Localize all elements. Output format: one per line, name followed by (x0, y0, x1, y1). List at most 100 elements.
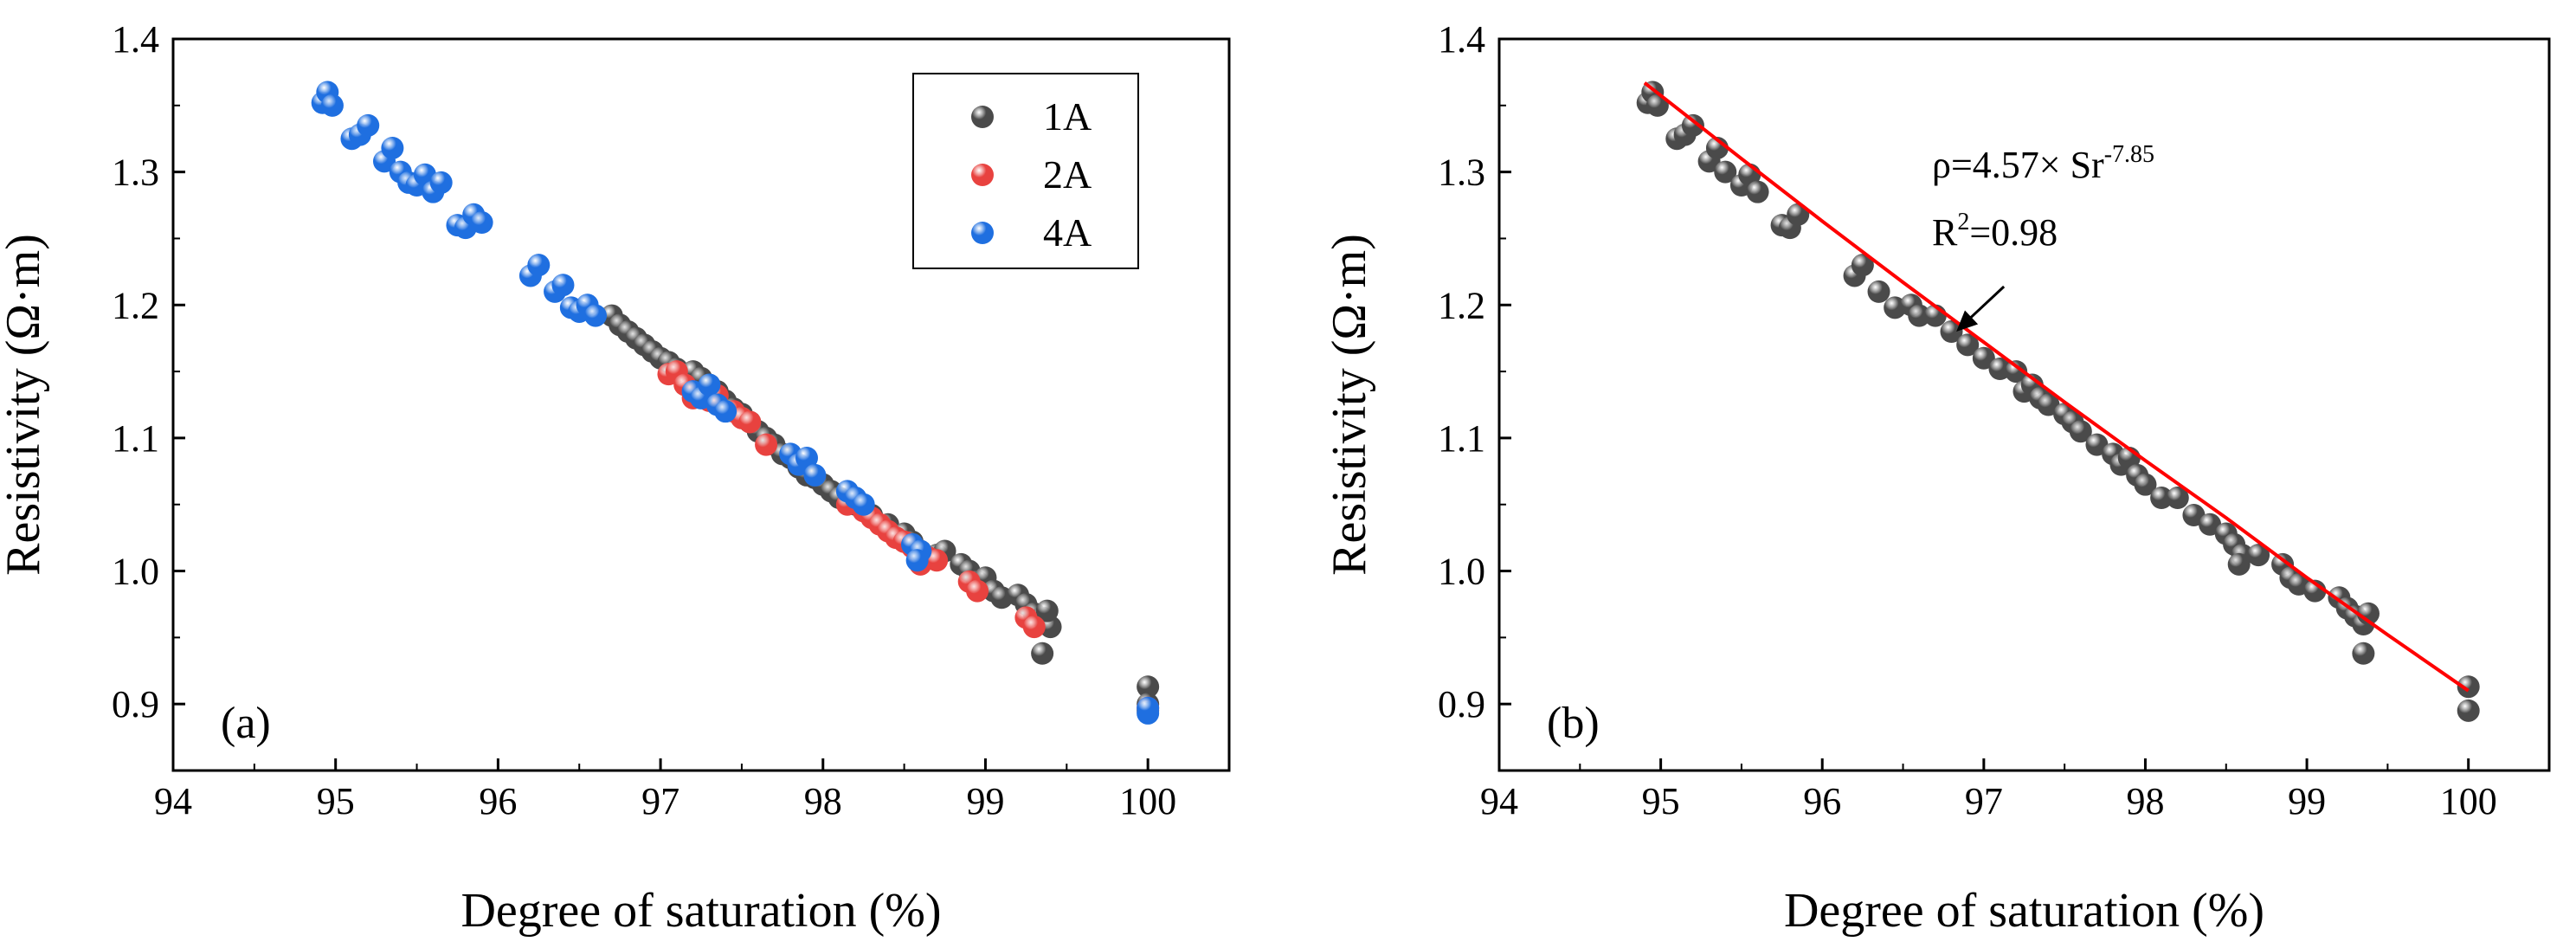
x-tick-label: 96 (1803, 780, 1841, 822)
data-point-4a (429, 171, 453, 194)
y-tick-label: 1.2 (1438, 284, 1485, 326)
chart-panel-a: 94 95 96 97 98 99 100 0.9 1.0 1.1 1.2 1.3 1.4 (a) De… (0, 18, 1231, 938)
data-point-all (2150, 487, 2174, 510)
legend-marker-4a (971, 222, 994, 244)
r-squared-symbol: R (1932, 211, 1958, 254)
data-point-all (1851, 254, 1874, 277)
data-point-4a (852, 493, 875, 516)
legend-box (912, 73, 1139, 269)
data-point-1a (1031, 642, 1054, 665)
fit-curve (1643, 81, 2470, 693)
r-squared-superscript: 2 (1957, 209, 1969, 235)
data-point-4a (698, 373, 721, 397)
data-point-1a (1137, 675, 1160, 699)
annotation-arrow (1964, 285, 2006, 325)
y-tick-label: 1.3 (112, 152, 159, 194)
data-point-all (2227, 552, 2251, 576)
data-point-all (1681, 113, 1704, 137)
annotation-arrow-head (1956, 310, 1979, 332)
x-tick-label: 94 (1480, 780, 1518, 822)
panel-b-tick-labels: 94 95 96 97 98 99 100 0.9 1.0 1.1 1.2 1.3 1.4 (1438, 18, 2497, 822)
y-tick-label: 1.0 (112, 551, 159, 593)
legend: 1A 2A 4A (912, 73, 1139, 269)
fit-equation-lhs: ρ=4.57× Sr (1932, 144, 2104, 186)
y-tick-label: 0.9 (1438, 683, 1485, 726)
panel-b-frame (1497, 37, 2551, 772)
legend-marker-1a (971, 106, 994, 128)
panel-a-frame (171, 37, 1231, 772)
y-tick-label: 1.4 (112, 18, 159, 61)
x-tick-label: 98 (804, 780, 842, 822)
data-point-all (1956, 333, 1980, 357)
y-tick-label: 1.0 (1438, 551, 1485, 593)
data-point-all (2166, 487, 2189, 510)
x-tick-label: 99 (966, 780, 1004, 822)
data-point-all (2005, 360, 2028, 384)
panel-a-y-axis-label: Resistivity (Ω·m) (0, 234, 50, 576)
panel-a-points (311, 81, 1160, 725)
panel-b-label: (b) (1547, 699, 1600, 748)
data-point-4a (470, 211, 493, 235)
x-tick-label: 100 (1119, 780, 1176, 822)
data-point-all (1940, 320, 1963, 343)
legend-marker-2a (971, 164, 994, 186)
x-tick-label: 96 (479, 780, 517, 822)
data-point-all (2247, 544, 2270, 567)
data-point-4a (1137, 696, 1160, 719)
x-tick-label: 95 (1642, 780, 1680, 822)
data-point-all (1645, 94, 1669, 117)
x-tick-label: 94 (154, 780, 192, 822)
data-point-all (1867, 280, 1890, 303)
fit-equation-exponent: -7.85 (2104, 141, 2154, 168)
x-tick-label: 100 (2440, 780, 2497, 822)
data-point-all (1908, 304, 1931, 327)
data-point-all (1972, 346, 1995, 370)
panel-a-x-axis-label: Degree of saturation (%) (460, 884, 941, 938)
data-point-all (2134, 473, 2157, 496)
data-point-4a (795, 446, 818, 469)
data-point-all (2352, 642, 2375, 665)
data-point-4a (905, 549, 929, 572)
x-tick-label: 99 (2288, 780, 2326, 822)
panel-b-y-axis-label: Resistivity (Ω·m) (1323, 234, 1376, 576)
panel-a-tick-labels: 94 95 96 97 98 99 100 0.9 1.0 1.1 1.2 1.3 1.4 (112, 18, 1176, 822)
data-point-all (1714, 160, 1737, 184)
legend-label-1a: 1A (1043, 94, 1092, 139)
panel-b-points (1636, 81, 2480, 722)
data-point-4a (381, 136, 404, 159)
fit-r-squared: R2=0.98 (1932, 209, 2058, 254)
legend-label-2a: 2A (1043, 152, 1092, 197)
y-tick-label: 1.2 (112, 284, 159, 326)
data-point-all (2069, 420, 2092, 443)
legend-label-4a: 4A (1043, 210, 1092, 255)
data-point-4a (320, 94, 344, 117)
data-point-4a (584, 304, 607, 327)
data-point-4a (527, 254, 551, 277)
data-point-4a (714, 400, 737, 423)
data-point-2a (738, 410, 762, 434)
chart-panel-b: 94 95 96 97 98 99 100 0.9 1.0 1.1 1.2 1.3 1.4 (b) De… (1323, 18, 2551, 938)
y-tick-label: 1.1 (1438, 417, 1485, 460)
data-point-2a (1022, 616, 1046, 639)
data-point-all (2457, 699, 2480, 722)
r-squared-value: =0.98 (1969, 211, 2058, 254)
data-point-2a (755, 433, 778, 456)
data-point-4a (551, 274, 575, 297)
fit-equation-annotation: ρ=4.57× Sr-7.85 R2=0.98 (1932, 141, 2154, 332)
data-point-2a (966, 579, 989, 603)
y-tick-label: 0.9 (112, 683, 159, 726)
y-tick-label: 1.3 (1438, 152, 1485, 194)
fit-equation: ρ=4.57× Sr-7.85 (1932, 141, 2154, 186)
panel-a-label: (a) (221, 699, 271, 748)
data-point-all (1746, 180, 1769, 203)
x-tick-label: 98 (2126, 780, 2164, 822)
data-point-1a (1035, 599, 1059, 622)
data-point-4a (357, 113, 380, 137)
y-tick-label: 1.4 (1438, 18, 1485, 61)
x-tick-label: 97 (1965, 780, 2003, 822)
y-tick-label: 1.1 (112, 417, 159, 460)
panel-b-x-axis-label: Degree of saturation (%) (1784, 884, 2264, 938)
x-tick-label: 95 (317, 780, 355, 822)
data-point-4a (803, 463, 827, 487)
